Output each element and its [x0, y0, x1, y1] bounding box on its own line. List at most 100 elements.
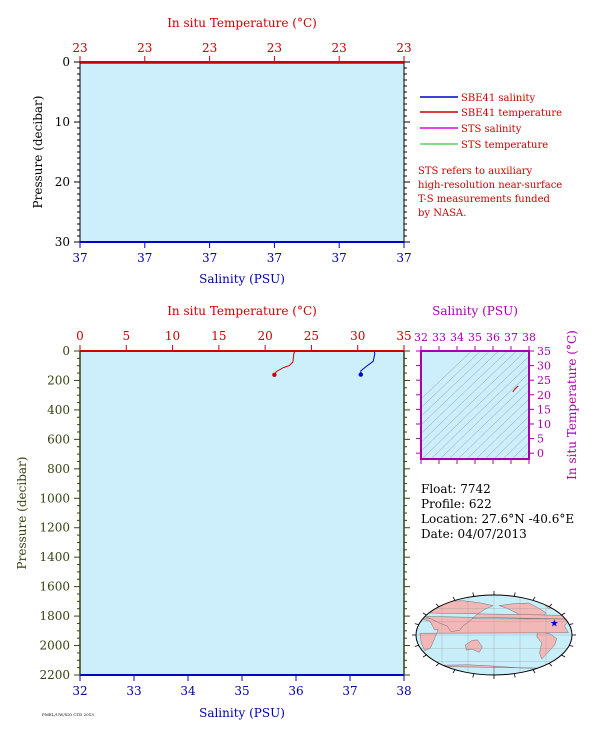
map-frame-tick: [532, 596, 536, 601]
float-location-marker: ★: [550, 619, 559, 630]
main-axis-ticks: 0 5 10 15 20 25 30 35 32 33 34 35 36 37 38 0 200 400 600 80…: [39, 329, 411, 698]
top-panel: 23 23 23 23 23 23 37 37 37 37 37 37 0 10 20 30 In situ …: [31, 16, 412, 286]
temperature-tick-label: 20: [258, 329, 273, 343]
top-axis-ticks: 23 23 23 23 23 23 37 37 37 37 37 37 0 10 20 30: [55, 41, 412, 265]
map-frame-tick: [532, 669, 536, 674]
top-pressure-tick-label: 30: [55, 235, 70, 249]
map-frame-tick: [569, 623, 574, 626]
map-frame-tick: [435, 603, 440, 607]
float-id: Float: 7742: [421, 482, 491, 496]
density-contour: [421, 351, 508, 435]
top-pressure-tick-label: 10: [55, 115, 70, 129]
map-frame-tick: [414, 623, 419, 626]
map-frame-tick: [422, 654, 427, 658]
main-ylabel: Pressure (decibar): [15, 457, 29, 570]
pressure-tick-label: 800: [47, 462, 70, 476]
temperature-profile-end-marker: [272, 372, 277, 378]
salinity-tick-label: 38: [396, 684, 411, 698]
map-frame-tick: [435, 663, 440, 667]
pressure-tick-label: 2200: [39, 668, 70, 682]
note-line: by NASA.: [418, 208, 466, 219]
pressure-tick-label: 400: [47, 403, 70, 417]
salinity-tick-label: 33: [126, 684, 141, 698]
legend-sts-salinity: STS salinity: [461, 124, 522, 135]
legend-sts-temperature: STS temperature: [461, 140, 548, 151]
top-salinity-tick-label: 37: [396, 251, 411, 265]
main-panel: 0 5 10 15 20 25 30 35 32 33 34 35 36 37 38 0 200 400 600 80…: [15, 304, 412, 720]
temperature-tick-label: 15: [211, 329, 226, 343]
top-pressure-tick-label: 20: [55, 175, 70, 189]
pressure-tick-label: 2000: [39, 639, 70, 653]
map-frame-tick: [472, 592, 475, 597]
note-line: high-resolution near-surface: [418, 180, 562, 191]
pressure-tick-label: 1600: [39, 580, 70, 594]
salinity-profile-end-marker: [358, 372, 363, 377]
density-contour: [421, 351, 499, 426]
top-ylabel: Pressure (decibar): [31, 96, 45, 209]
legend-sbe41-salinity: SBE41 salinity: [461, 93, 536, 104]
top-salinity-tick-label: 37: [202, 251, 217, 265]
density-contour: [520, 344, 601, 469]
profile-number: Profile: 622: [421, 497, 492, 511]
note-line: STS refers to auxiliary: [418, 166, 533, 177]
map-frame-tick: [513, 592, 516, 597]
ts-salinity-tick-label: 35: [468, 331, 482, 344]
ts-temperature-tick-label: 35: [537, 345, 551, 358]
ts-salinity-tick-label: 34: [450, 331, 464, 344]
temperature-tick-label: 5: [122, 329, 130, 343]
map-frame-tick: [561, 654, 566, 658]
pressure-tick-label: 0: [62, 344, 70, 358]
top-pressure-tick-label: 0: [62, 55, 70, 69]
land-mass: [465, 639, 483, 653]
map-graticule: [416, 595, 572, 675]
map-frame-tick: [422, 612, 427, 616]
main-chart-title: In situ Temperature (°C): [167, 304, 317, 318]
map-frame-tick: [548, 663, 553, 667]
salinity-tick-label: 36: [288, 684, 303, 698]
map-frame-tick: [569, 644, 574, 647]
legend-sbe41-temperature: SBE41 temperature: [461, 108, 562, 119]
ts-temperature-tick-label: 15: [537, 403, 551, 416]
top-plot-background: [80, 62, 404, 242]
salinity-tick-label: 37: [342, 684, 357, 698]
salinity-tick-label: 32: [72, 684, 87, 698]
map-frame-tick: [548, 603, 553, 607]
ts-salinity-tick-label: 38: [522, 331, 536, 344]
map-frame-tick: [452, 596, 456, 601]
temperature-tick-label: 0: [76, 329, 84, 343]
temperature-profile-line: [273, 351, 296, 376]
main-plot-background: [80, 351, 404, 675]
top-salinity-tick-label: 37: [332, 251, 347, 265]
map-frame-tick: [561, 612, 566, 616]
top-temperature-tick-label: 23: [137, 41, 152, 55]
main-xlabel: Salinity (PSU): [199, 706, 285, 720]
ts-ylabel: In situ Temperature (°C): [565, 330, 579, 480]
top-chart-title: In situ Temperature (°C): [167, 16, 317, 30]
ts-salinity-tick-label: 32: [414, 331, 428, 344]
top-salinity-tick-label: 37: [267, 251, 282, 265]
map-frame-ticks: [412, 591, 576, 679]
salinity-profile-line: [360, 351, 376, 375]
sts-note: STS refers to auxiliary high-resolution …: [418, 166, 562, 219]
pressure-tick-label: 600: [47, 432, 70, 446]
top-temperature-tick-label: 23: [396, 41, 411, 55]
ts-temperature-tick-label: 10: [537, 418, 551, 431]
top-temperature-tick-label: 23: [332, 41, 347, 55]
temperature-tick-label: 10: [165, 329, 180, 343]
top-xlabel: Salinity (PSU): [199, 272, 285, 286]
top-salinity-tick-label: 37: [137, 251, 152, 265]
top-temperature-tick-label: 23: [72, 41, 87, 55]
temperature-tick-label: 25: [304, 329, 319, 343]
density-contour: [421, 351, 481, 409]
ts-salinity-tick-label: 33: [432, 331, 446, 344]
main-plot-data: [272, 351, 376, 378]
ts-profile-line: [512, 385, 519, 393]
ts-temperature-tick-label: 30: [537, 360, 551, 373]
top-temperature-tick-label: 23: [267, 41, 282, 55]
density-contour: [421, 351, 517, 443]
ts-chart-title: Salinity (PSU): [432, 304, 518, 318]
location: Location: 27.6°N -40.6°E: [421, 512, 574, 526]
map-frame-tick: [414, 644, 419, 647]
